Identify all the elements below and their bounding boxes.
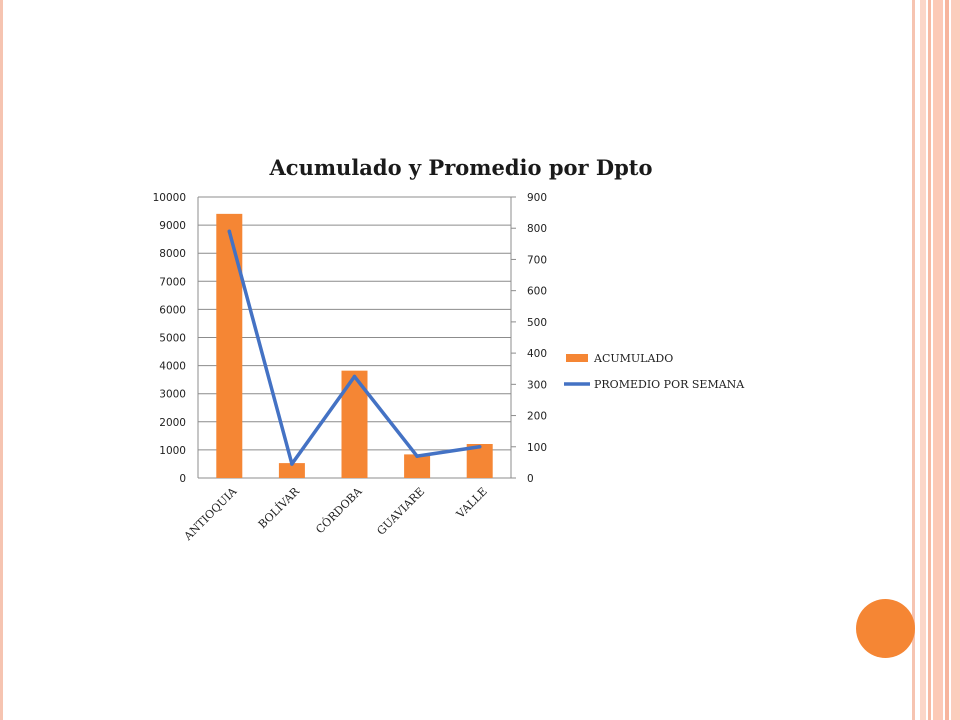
right-tick-label: 300 bbox=[527, 379, 547, 391]
legend-label: ACUMULADO bbox=[593, 352, 673, 365]
left-tick-label: 10000 bbox=[153, 192, 186, 204]
chart-title: Acumulado y Promedio por Dpto bbox=[268, 155, 652, 180]
category-label: VALLE bbox=[453, 485, 490, 522]
line-point bbox=[477, 444, 482, 449]
decorative-stripe bbox=[928, 0, 931, 720]
line-point bbox=[415, 454, 419, 458]
combo-chart: Acumulado y Promedio por Dpto 0100020003… bbox=[153, 155, 746, 544]
right-tick-label: 100 bbox=[527, 442, 547, 454]
bar bbox=[278, 463, 305, 478]
line-point bbox=[290, 462, 294, 466]
right-tick-label: 600 bbox=[527, 286, 547, 298]
decorative-stripe bbox=[945, 0, 949, 720]
left-tick-label: 1000 bbox=[159, 445, 186, 457]
right-tick-label: 700 bbox=[527, 254, 547, 266]
left-tick-label: 3000 bbox=[159, 389, 186, 401]
right-tick-label: 200 bbox=[527, 411, 547, 423]
left-tick-label: 4000 bbox=[159, 361, 186, 373]
decorative-stripe bbox=[933, 0, 943, 720]
right-tick-label: 0 bbox=[527, 473, 534, 485]
left-tick-label: 7000 bbox=[159, 276, 186, 288]
left-tick-label: 0 bbox=[179, 473, 186, 485]
line-series bbox=[227, 229, 482, 466]
right-tick-label: 900 bbox=[527, 192, 547, 204]
right-tick-label: 500 bbox=[527, 317, 547, 329]
left-axis: 0 1000 2000 3000 4000 5000 6000 7000 8000 9000 100… bbox=[153, 192, 186, 485]
right-tick-label: 400 bbox=[527, 348, 547, 360]
category-label: ANTIOQUIA bbox=[181, 484, 240, 543]
left-tick-label: 8000 bbox=[159, 248, 186, 260]
right-axis: 0 100 200 300 400 500 600 700 800 900 bbox=[511, 192, 547, 485]
bar bbox=[404, 454, 431, 478]
legend: ACUMULADO PROMEDIO POR SEMANA bbox=[564, 352, 745, 391]
bar bbox=[216, 213, 243, 479]
category-axis: ANTIOQUIA BOLÍVAR CÓRDOBA GUAVIARE VALLE bbox=[181, 483, 490, 543]
category-label: BOLÍVAR bbox=[255, 484, 302, 531]
line-point bbox=[227, 229, 232, 234]
category-label: CÓRDOBA bbox=[313, 483, 366, 536]
left-tick-label: 2000 bbox=[159, 417, 186, 429]
right-tick-label: 800 bbox=[527, 223, 547, 235]
left-tick-label: 5000 bbox=[159, 333, 186, 345]
legend-label: PROMEDIO POR SEMANA bbox=[594, 378, 745, 391]
accent-circle bbox=[856, 599, 915, 658]
line-point bbox=[352, 374, 357, 379]
decorative-stripe bbox=[920, 0, 926, 720]
slide-frame bbox=[0, 0, 915, 720]
category-label: GUAVIARE bbox=[374, 485, 427, 538]
legend-swatch-bar bbox=[566, 354, 588, 362]
left-tick-label: 9000 bbox=[159, 220, 186, 232]
left-tick-label: 6000 bbox=[159, 304, 186, 316]
decorative-stripe bbox=[951, 0, 960, 720]
